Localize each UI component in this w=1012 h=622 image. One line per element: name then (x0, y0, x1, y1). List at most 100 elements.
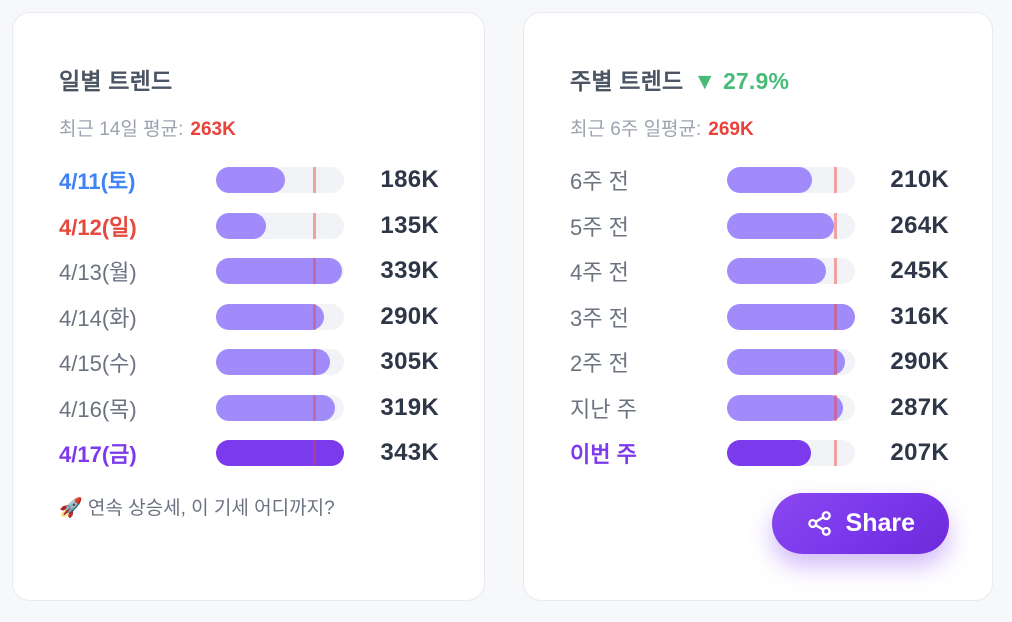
row-period-label: 3주 전 (570, 305, 629, 331)
bar-track (216, 440, 344, 467)
average-tick (312, 349, 316, 376)
page: 일별 트렌드 최근 14일 평균: 263K 4/11(토) 186K 4/12(일)… (12, 12, 993, 601)
average-tick (312, 440, 316, 467)
row-period-label: 4/17(금) (59, 442, 137, 468)
bar-fill (727, 303, 855, 330)
average-tick (312, 258, 316, 285)
row-value: 305K (380, 348, 439, 376)
trend-row: 이번 주 207K (570, 430, 949, 476)
bar-fill (727, 394, 844, 421)
share-icon (807, 510, 831, 536)
average-tick (834, 349, 838, 376)
bar-track (216, 258, 344, 285)
bar-fill (216, 303, 325, 330)
row-value: 207K (890, 439, 949, 467)
average-tick (834, 167, 838, 194)
bar-fill (727, 258, 827, 285)
bar-track (727, 440, 855, 467)
daily-trend-card: 일별 트렌드 최근 14일 평균: 263K 4/11(토) 186K 4/12(일)… (12, 12, 485, 601)
trend-row: 지난 주 287K (570, 385, 949, 431)
row-value: 287K (890, 393, 949, 421)
trend-row: 4/12(일) 135K (59, 203, 439, 249)
bar-fill (216, 258, 343, 285)
bar-fill (216, 167, 286, 194)
bar-track (727, 303, 855, 330)
bar-fill (216, 394, 336, 421)
row-period-label: 지난 주 (570, 396, 637, 422)
bar-track (216, 303, 344, 330)
trend-row: 2주 전 290K (570, 339, 949, 385)
bar-fill (216, 349, 330, 376)
weekly-average-label: 최근 6주 일평균: (570, 118, 702, 140)
row-value: 290K (380, 302, 439, 330)
row-period-label: 4/15(수) (59, 351, 137, 377)
trend-row: 4/11(토) 186K (59, 157, 439, 203)
row-value: 290K (890, 348, 949, 376)
average-tick (834, 440, 838, 467)
row-period-label: 4/14(화) (59, 305, 137, 331)
bar-track (727, 394, 855, 421)
row-period-label: 4/13(월) (59, 260, 137, 286)
row-period-label: 2주 전 (570, 351, 629, 377)
bar-fill (727, 349, 845, 376)
trend-row: 5주 전 264K (570, 203, 949, 249)
bar-track (216, 212, 344, 239)
row-value: 339K (380, 257, 439, 285)
daily-trend-footer: 🚀 연속 상승세, 이 기세 어디까지? (59, 497, 335, 519)
row-period-label: 4/12(일) (59, 214, 137, 240)
average-tick (834, 258, 838, 285)
trend-row: 4주 전 245K (570, 248, 949, 294)
daily-trend-rows: 4/11(토) 186K 4/12(일) 135K 4/13(월) 339K 4/14(화)… (59, 157, 439, 476)
row-period-label: 4주 전 (570, 260, 629, 286)
bar-track (216, 349, 344, 376)
row-value: 264K (890, 211, 949, 239)
bar-track (727, 212, 855, 239)
row-value: 186K (380, 166, 439, 194)
average-tick (312, 303, 316, 330)
average-tick (312, 394, 316, 421)
bar-fill (727, 212, 834, 239)
row-value: 319K (380, 393, 439, 421)
weekly-average-line: 최근 6주 일평균: 269K (570, 119, 949, 142)
average-tick (834, 212, 838, 239)
row-value: 135K (380, 211, 439, 239)
bar-fill (727, 167, 813, 194)
average-tick (312, 167, 316, 194)
row-value: 210K (890, 166, 949, 194)
row-value: 316K (890, 302, 949, 330)
row-period-label: 5주 전 (570, 214, 629, 240)
weekly-trend-title: 주별 트렌드 ▼ 27.9% (570, 68, 949, 96)
row-value: 245K (890, 257, 949, 285)
trend-row: 4/13(월) 339K (59, 248, 439, 294)
bar-track (727, 258, 855, 285)
average-tick (312, 212, 316, 239)
daily-average-line: 최근 14일 평균: 263K (59, 119, 439, 142)
bar-track (727, 167, 855, 194)
share-button-label: Share (845, 508, 915, 537)
bar-fill (216, 212, 267, 239)
share-button[interactable]: Share (771, 492, 949, 554)
trend-row: 6주 전 210K (570, 157, 949, 203)
bar-track (216, 167, 344, 194)
average-tick (834, 303, 838, 330)
daily-trend-title: 일별 트렌드 (59, 68, 173, 94)
weekly-average-value: 269K (708, 118, 754, 140)
trend-row: 3주 전 316K (570, 294, 949, 340)
row-period-label: 4/16(목) (59, 396, 137, 422)
row-period-label: 4/11(토) (59, 169, 136, 195)
weekly-trend-card: 주별 트렌드 ▼ 27.9% 최근 6주 일평균: 269K 6주 전 210K 5주 … (523, 12, 993, 601)
trend-row: 4/15(수) 305K (59, 339, 439, 385)
bar-fill (727, 440, 811, 467)
weekly-trend-rows: 6주 전 210K 5주 전 264K 4주 전 245K 3주 전 316K 2주 전 290K… (570, 157, 949, 476)
bar-fill (216, 440, 344, 467)
daily-average-label: 최근 14일 평균: (59, 118, 184, 140)
row-period-label: 이번 주 (570, 442, 637, 468)
trend-row: 4/17(금) 343K (59, 430, 439, 476)
weekly-trend-title-text: 주별 트렌드 (570, 68, 684, 94)
bar-track (727, 349, 855, 376)
weekly-delta-badge: ▼ 27.9% (693, 68, 790, 94)
daily-average-value: 263K (190, 118, 236, 140)
average-tick (834, 394, 838, 421)
row-period-label: 6주 전 (570, 169, 629, 195)
trend-row: 4/16(목) 319K (59, 385, 439, 431)
